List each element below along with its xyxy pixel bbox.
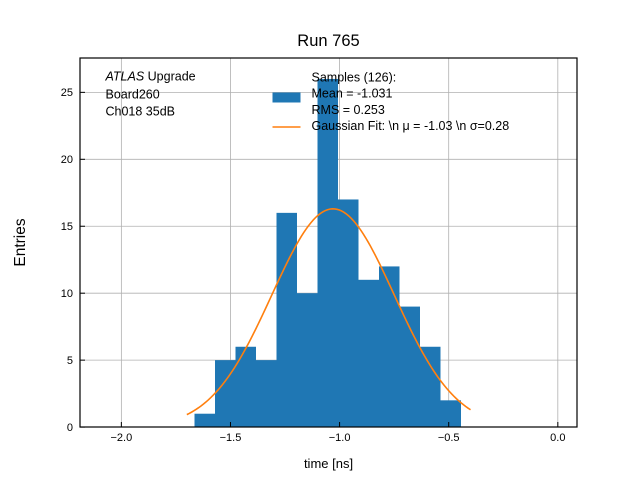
svg-text:Gaussian Fit: \n μ = -1.03 \n: Gaussian Fit: \n μ = -1.03 \n σ=0.28	[312, 119, 510, 133]
svg-text:Mean = -1.031: Mean = -1.031	[312, 87, 393, 101]
svg-text:15: 15	[61, 221, 73, 233]
svg-text:Samples (126):: Samples (126):	[312, 70, 397, 84]
svg-text:Entries: Entries	[12, 218, 29, 266]
svg-text:0.0: 0.0	[550, 432, 565, 444]
svg-text:RMS = 0.253: RMS = 0.253	[312, 103, 385, 117]
svg-text:−1.0: −1.0	[329, 432, 351, 444]
svg-text:25: 25	[61, 87, 73, 99]
svg-text:Ch018 35dB: Ch018 35dB	[106, 104, 176, 118]
svg-text:Run 765: Run 765	[297, 32, 359, 50]
svg-text:10: 10	[61, 288, 73, 300]
svg-text:−1.5: −1.5	[220, 432, 242, 444]
svg-text:time [ns]: time [ns]	[304, 456, 353, 471]
svg-text:−2.0: −2.0	[111, 432, 133, 444]
svg-text:5: 5	[67, 355, 73, 367]
svg-text:20: 20	[61, 154, 73, 166]
svg-text:−0.5: −0.5	[438, 432, 460, 444]
svg-text:Board260: Board260	[106, 88, 160, 102]
svg-text:0: 0	[67, 422, 73, 434]
svg-text:ATLAS Upgrade: ATLAS Upgrade	[105, 70, 196, 84]
